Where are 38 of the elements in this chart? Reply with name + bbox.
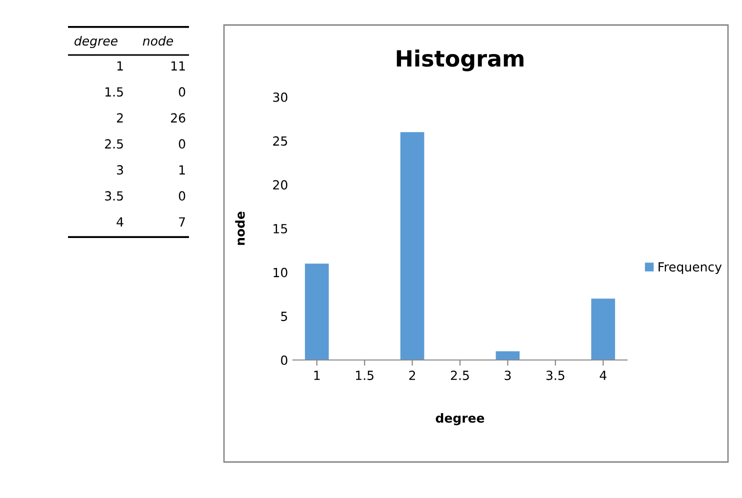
y-tick-label: 5 — [281, 312, 288, 322]
text: 2 — [116, 113, 123, 122]
text: 0 — [178, 87, 186, 97]
y-axis-title: node — [235, 212, 245, 245]
y-tick-label: 0 — [281, 355, 288, 365]
text: degree — [74, 36, 118, 48]
text: 4 — [116, 217, 124, 226]
legend-label: Frequency — [658, 262, 722, 274]
text: node — [142, 36, 174, 46]
x-tick-label: 3.5 — [546, 370, 564, 380]
bar — [400, 132, 424, 360]
text: 1.5 — [105, 87, 123, 97]
bar — [591, 298, 616, 360]
text: 0 — [178, 139, 186, 149]
y-tick-label: 30 — [273, 92, 288, 102]
text: 7 — [179, 217, 185, 226]
text: 11 — [171, 61, 185, 70]
x-tick-label: 2.5 — [450, 370, 469, 380]
y-tick-label: 20 — [273, 180, 288, 190]
text: 1 — [117, 61, 123, 70]
y-tick-label: 10 — [274, 268, 288, 278]
text: 1 — [179, 165, 185, 174]
x-tick-label: 2 — [409, 370, 416, 380]
x-tick-label: 1 — [314, 370, 320, 380]
x-tick-label: 3 — [504, 370, 511, 380]
bar — [304, 264, 329, 360]
y-tick-label: 25 — [273, 136, 288, 146]
y-tick-label: 15 — [274, 224, 288, 234]
text: 26 — [171, 113, 186, 123]
x-axis-title: degree — [436, 413, 484, 426]
text: 3 — [117, 165, 123, 175]
text: 3.5 — [105, 191, 123, 201]
x-tick-label: 4 — [600, 370, 606, 380]
bar — [496, 351, 520, 360]
chart-title: Histogram — [396, 50, 524, 72]
text: 0 — [178, 191, 186, 201]
x-tick-label: 1.5 — [356, 370, 374, 380]
text: 2.5 — [105, 139, 123, 149]
